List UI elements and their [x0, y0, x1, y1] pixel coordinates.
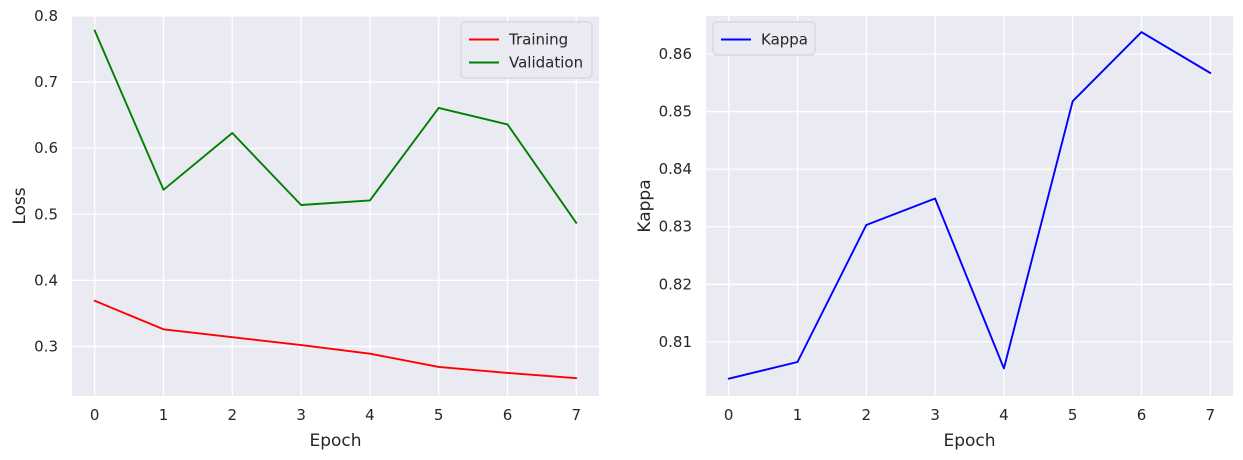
y-tick-label: 0.6 [34, 139, 58, 157]
x-tick-label: 6 [503, 406, 513, 424]
y-tick-label: 0.84 [659, 160, 692, 178]
plot-background [72, 16, 599, 396]
x-tick-label: 2 [862, 406, 872, 424]
y-tick-label: 0.3 [34, 337, 58, 355]
y-tick-label: 0.82 [659, 275, 692, 293]
legend: Training Validation [460, 21, 593, 79]
chart-panel-1: 0 1 2 3 4 5 6 7 0.3 0.4 0.5 0.6 0.7 0.8 Epoch Loss Train… [10, 7, 599, 451]
x-tick-label: 6 [1137, 406, 1147, 424]
x-tick-label: 3 [296, 406, 306, 424]
legend-label: Training [508, 31, 568, 49]
legend-label: Validation [509, 54, 583, 72]
series-line-kappa [727, 31, 1212, 380]
x-tick-label: 4 [999, 406, 1009, 424]
x-tick-label: 7 [1206, 406, 1216, 424]
x-tick-label: 0 [724, 406, 734, 424]
y-axis-label: Kappa [635, 179, 655, 232]
y-tick-label: 0.5 [34, 205, 58, 223]
y-tick-label: 0.86 [659, 45, 692, 63]
y-tick-label: 0.4 [34, 271, 58, 289]
y-tick-label: 0.81 [659, 333, 692, 351]
chart-panel-2: 0 1 2 3 4 5 6 7 0.81 0.82 0.83 0.84 0.85 0.86 Epoch Kap… [635, 16, 1233, 451]
legend-label: Kappa [761, 31, 808, 49]
y-tick-label: 0.7 [34, 73, 58, 91]
x-axis-label: Epoch [943, 431, 995, 451]
x-tick-label: 7 [572, 406, 582, 424]
y-tick-label: 0.8 [34, 7, 58, 25]
x-tick-label: 2 [228, 406, 238, 424]
x-tick-label: 3 [930, 406, 940, 424]
x-tick-label: 1 [793, 406, 803, 424]
y-tick-label: 0.83 [659, 218, 692, 236]
plot-background [706, 16, 1233, 396]
x-tick-label: 5 [1068, 406, 1078, 424]
x-tick-label: 5 [434, 406, 444, 424]
x-tick-label: 0 [90, 406, 100, 424]
legend: Kappa [712, 21, 816, 56]
series-line-validation [93, 29, 578, 224]
y-axis-label: Loss [10, 187, 30, 224]
x-tick-label: 4 [365, 406, 375, 424]
legend-box [712, 21, 816, 56]
y-tick-label: 0.85 [659, 103, 692, 121]
x-tick-label: 1 [159, 406, 169, 424]
series-line-training [93, 299, 578, 380]
legend-box [460, 21, 593, 79]
x-axis-label: Epoch [309, 431, 361, 451]
